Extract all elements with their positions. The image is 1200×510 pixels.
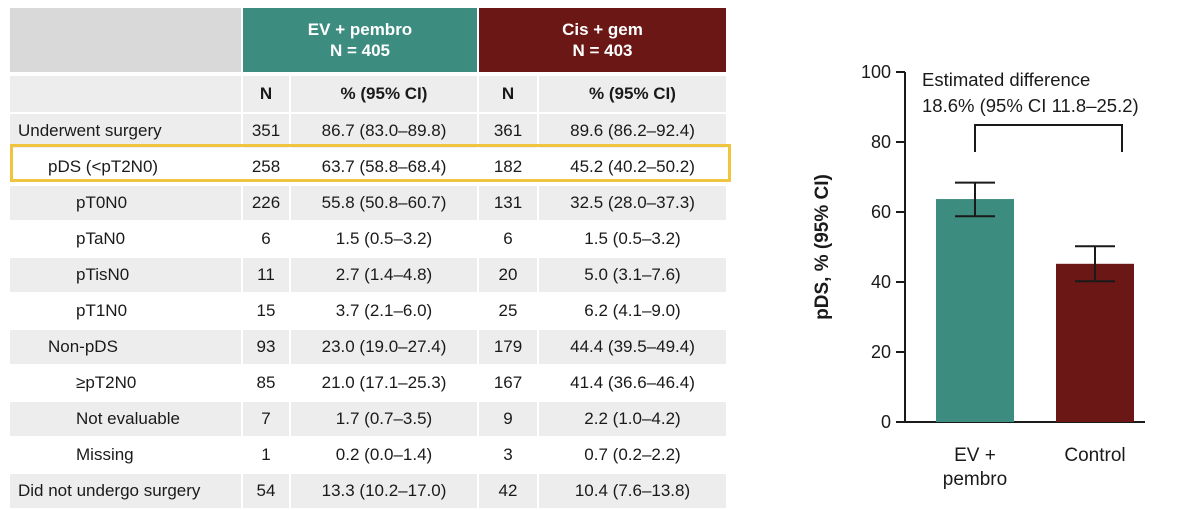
cg-n-cell: 131 — [479, 186, 537, 220]
y-tick-label: 40 — [871, 272, 891, 292]
row-label: pTisN0 — [10, 258, 241, 292]
group-header-cis-gem: Cis + gem N = 403 — [479, 8, 726, 72]
cg-n-cell: 3 — [479, 438, 537, 472]
ev-pct-cell: 13.3 (10.2–17.0) — [291, 474, 477, 508]
ev-pct-cell: 63.7 (58.8–68.4) — [291, 150, 477, 184]
ev-pct-cell: 1.7 (0.7–3.5) — [291, 402, 477, 436]
y-tick-label: 100 — [861, 62, 891, 82]
row-label: Missing — [10, 438, 241, 472]
row-label: Did not undergo surgery — [10, 474, 241, 508]
ev-pct-cell: 21.0 (17.1–25.3) — [291, 366, 477, 400]
subheader-cell: N — [479, 76, 537, 112]
pds-bar-chart: 0 20 40 60 80 100 pDS, % (95% CI) EV + pembro Con… — [812, 62, 1145, 490]
row-label: pTaN0 — [10, 222, 241, 256]
y-tick-label: 20 — [871, 342, 891, 362]
cg-pct-cell: 1.5 (0.5–3.2) — [539, 222, 726, 256]
ev-n-cell: 258 — [243, 150, 289, 184]
x-tick-label: pembro — [943, 469, 1007, 490]
subheader-blank-cell — [10, 76, 241, 112]
ev-n-cell: 351 — [243, 114, 289, 148]
y-axis-label: pDS, % (95% CI) — [812, 174, 833, 320]
row-label: pDS (<pT2N0) — [10, 150, 241, 184]
ev-n-cell: 85 — [243, 366, 289, 400]
header-blank-cell — [10, 8, 241, 72]
cg-n-cell: 20 — [479, 258, 537, 292]
ev-pct-cell: 0.2 (0.0–1.4) — [291, 438, 477, 472]
x-tick-label: Control — [1064, 445, 1125, 466]
cg-pct-cell: 5.0 (3.1–7.6) — [539, 258, 726, 292]
cg-n-cell: 179 — [479, 330, 537, 364]
row-label: pT0N0 — [10, 186, 241, 220]
difference-bracket — [974, 124, 1123, 152]
cg-pct-cell: 45.2 (40.2–50.2) — [539, 150, 726, 184]
group-name: EV + pembro — [307, 20, 413, 39]
cg-n-cell: 182 — [479, 150, 537, 184]
ev-n-cell: 7 — [243, 402, 289, 436]
annotation-text: 18.6% (95% CI 11.8–25.2) — [922, 95, 1139, 116]
x-tick-label: EV + — [954, 445, 996, 466]
cg-n-cell: 25 — [479, 294, 537, 328]
ev-n-cell: 1 — [243, 438, 289, 472]
subheader-cell: % (95% CI) — [539, 76, 726, 112]
y-tick-label: 0 — [881, 412, 891, 432]
annotation-text: Estimated difference — [922, 69, 1090, 90]
group-header-ev-pembro: EV + pembro N = 405 — [243, 8, 477, 72]
ev-pct-cell: 1.5 (0.5–3.2) — [291, 222, 477, 256]
row-label: ≥pT2N0 — [10, 366, 241, 400]
bar — [936, 199, 1014, 422]
row-label: Non-pDS — [10, 330, 241, 364]
ev-n-cell: 6 — [243, 222, 289, 256]
group-name: Cis + gem — [562, 20, 643, 39]
subheader-cell: N — [243, 76, 289, 112]
cg-n-cell: 9 — [479, 402, 537, 436]
ev-n-cell: 226 — [243, 186, 289, 220]
cg-pct-cell: 10.4 (7.6–13.8) — [539, 474, 726, 508]
cg-pct-cell: 32.5 (28.0–37.3) — [539, 186, 726, 220]
group-n: N = 403 — [572, 41, 633, 60]
y-tick-label: 60 — [871, 202, 891, 222]
row-label: Underwent surgery — [10, 114, 241, 148]
row-label: Not evaluable — [10, 402, 241, 436]
cg-n-cell: 42 — [479, 474, 537, 508]
ev-n-cell: 15 — [243, 294, 289, 328]
cg-pct-cell: 2.2 (1.0–4.2) — [539, 402, 726, 436]
cg-pct-cell: 89.6 (86.2–92.4) — [539, 114, 726, 148]
cg-n-cell: 361 — [479, 114, 537, 148]
subheader-cell: % (95% CI) — [291, 76, 477, 112]
ev-pct-cell: 3.7 (2.1–6.0) — [291, 294, 477, 328]
cg-n-cell: 167 — [479, 366, 537, 400]
cg-pct-cell: 41.4 (36.6–46.4) — [539, 366, 726, 400]
cg-pct-cell: 6.2 (4.1–9.0) — [539, 294, 726, 328]
cg-pct-cell: 0.7 (0.2–2.2) — [539, 438, 726, 472]
bar — [1056, 263, 1134, 422]
cg-n-cell: 6 — [479, 222, 537, 256]
ev-pct-cell: 55.8 (50.8–60.7) — [291, 186, 477, 220]
ev-n-cell: 11 — [243, 258, 289, 292]
y-tick-label: 80 — [871, 132, 891, 152]
results-table: EV + pembro N = 405 Cis + gem N = 403 N% (95… — [10, 8, 728, 508]
row-label: pT1N0 — [10, 294, 241, 328]
ev-pct-cell: 23.0 (19.0–27.4) — [291, 330, 477, 364]
ev-pct-cell: 2.7 (1.4–4.8) — [291, 258, 477, 292]
group-n: N = 405 — [329, 41, 390, 60]
ev-n-cell: 93 — [243, 330, 289, 364]
ev-n-cell: 54 — [243, 474, 289, 508]
ev-pct-cell: 86.7 (83.0–89.8) — [291, 114, 477, 148]
cg-pct-cell: 44.4 (39.5–49.4) — [539, 330, 726, 364]
